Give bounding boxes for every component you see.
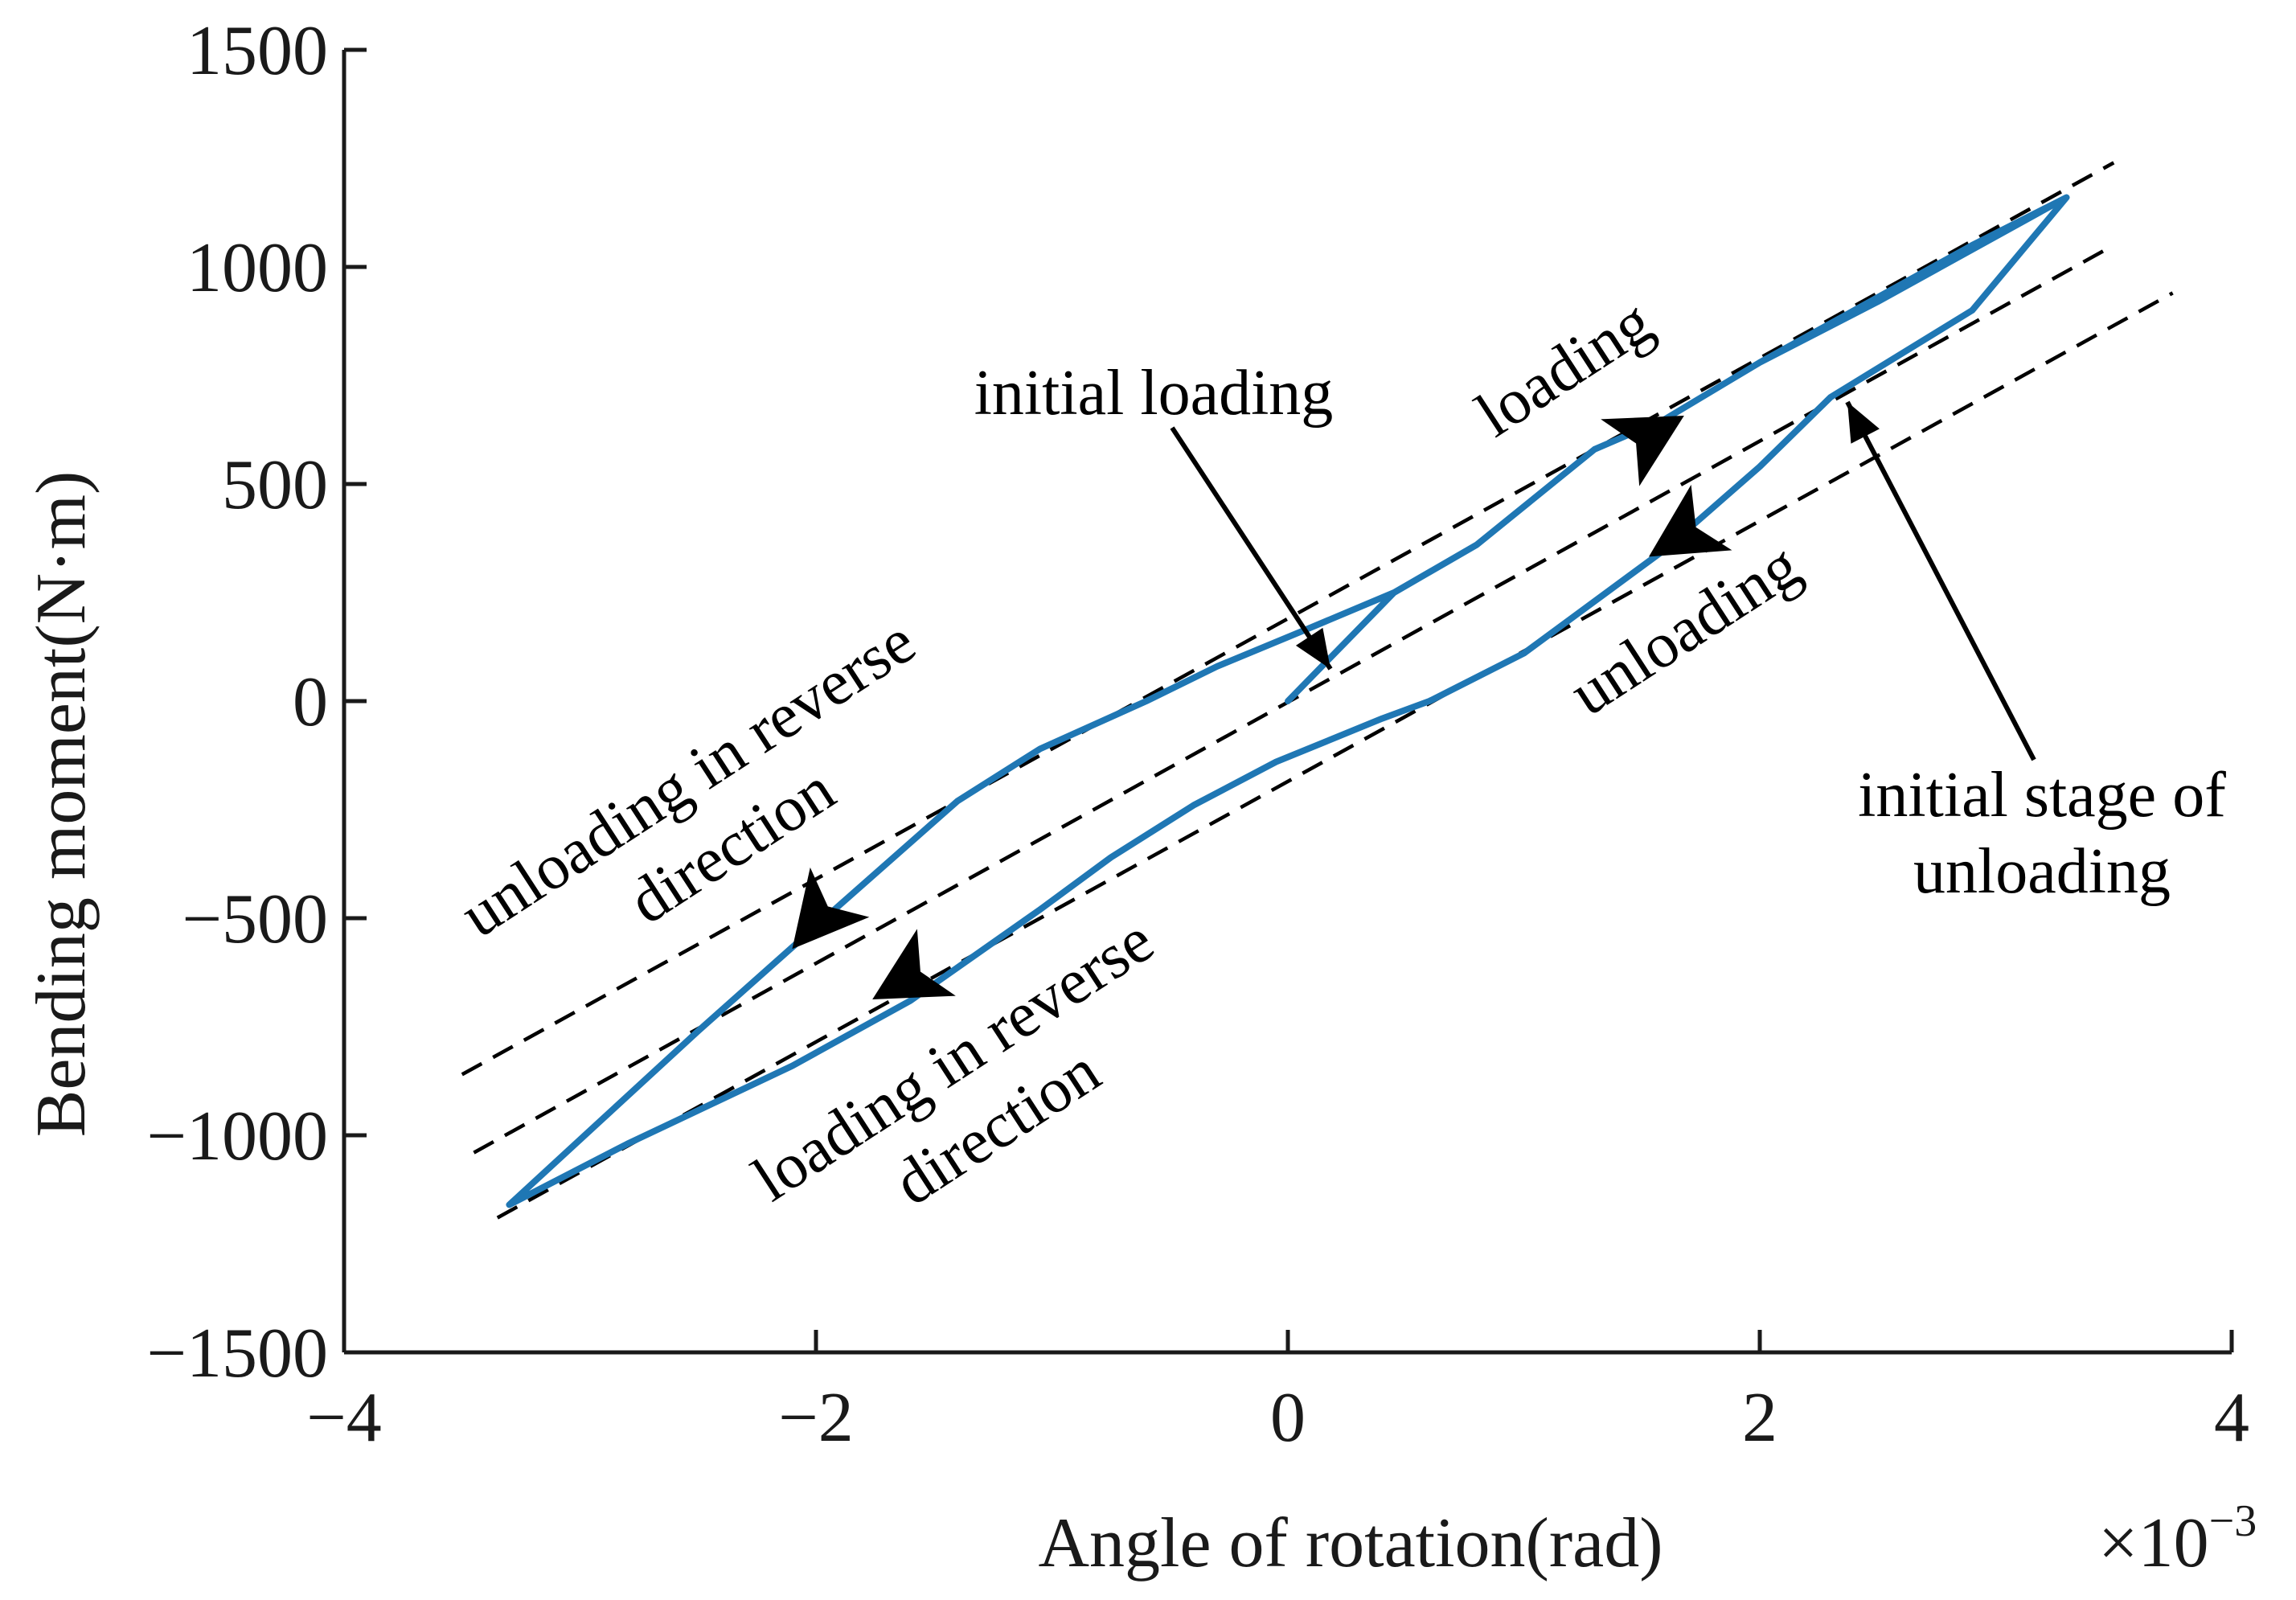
annotation-line: unloading bbox=[1913, 836, 2171, 907]
annotation-initial-loading: initial loading bbox=[974, 358, 1334, 429]
reference-lines bbox=[461, 161, 2174, 1220]
x-scale-base: ×10 bbox=[2098, 1504, 2209, 1582]
direction-arrow-icon bbox=[1648, 484, 1732, 557]
x-tick-label: 0 bbox=[1270, 1379, 1306, 1457]
annotation-line: unloading bbox=[1558, 530, 1812, 729]
x-scale-note: ×10−3 bbox=[2098, 1496, 2257, 1582]
x-tick-label: −2 bbox=[778, 1379, 854, 1457]
y-tick-label: 0 bbox=[293, 663, 328, 741]
x-scale-exponent: −3 bbox=[2209, 1496, 2257, 1546]
dashed-reference-line bbox=[496, 291, 2174, 1220]
annotation-line: initial stage of bbox=[1858, 760, 2226, 831]
x-axis-title: Angle of rotation(rad) bbox=[1038, 1504, 1663, 1582]
y-tick-label: −1000 bbox=[146, 1097, 328, 1175]
series-layer bbox=[506, 194, 2070, 1208]
y-axis-title: Bending moment(N·m) bbox=[23, 471, 100, 1138]
hysteresis-series-line bbox=[506, 194, 2070, 1208]
annotation-unloading: unloading bbox=[1558, 530, 1812, 729]
pointer-line bbox=[1845, 400, 2036, 761]
y-tick-label: −1500 bbox=[146, 1315, 328, 1393]
x-tick-label: 4 bbox=[2214, 1379, 2249, 1457]
direction-arrow-icon bbox=[1601, 416, 1684, 486]
dashed-reference-line bbox=[461, 161, 2115, 1077]
pointer-line bbox=[1170, 426, 1333, 671]
pointer-arrow-head bbox=[1295, 627, 1330, 669]
pointer-arrow-head bbox=[1847, 402, 1880, 444]
y-tick-label: 1500 bbox=[187, 12, 328, 90]
annotation-unloading-reverse: unloading in reversedirection bbox=[449, 605, 971, 1018]
x-tick-label: 2 bbox=[1742, 1379, 1777, 1457]
annotation-loading-reverse: loading in reversedirection bbox=[741, 905, 1210, 1282]
annotation-initial-stage: initial stage of unloading bbox=[1858, 760, 2226, 907]
y-tick-label: −500 bbox=[182, 880, 328, 958]
x-tick-label: −4 bbox=[306, 1379, 382, 1457]
y-tick-label: 500 bbox=[222, 446, 328, 524]
direction-arrow-icon bbox=[872, 929, 956, 999]
annotation-line: initial loading bbox=[974, 358, 1334, 429]
y-tick-label: 1000 bbox=[187, 229, 328, 307]
direction-arrow-icon bbox=[792, 867, 870, 950]
axes: −1500 −1000 −500 0 500 1000 1500 −4 −2 0 2 4 bbox=[146, 12, 2249, 1457]
